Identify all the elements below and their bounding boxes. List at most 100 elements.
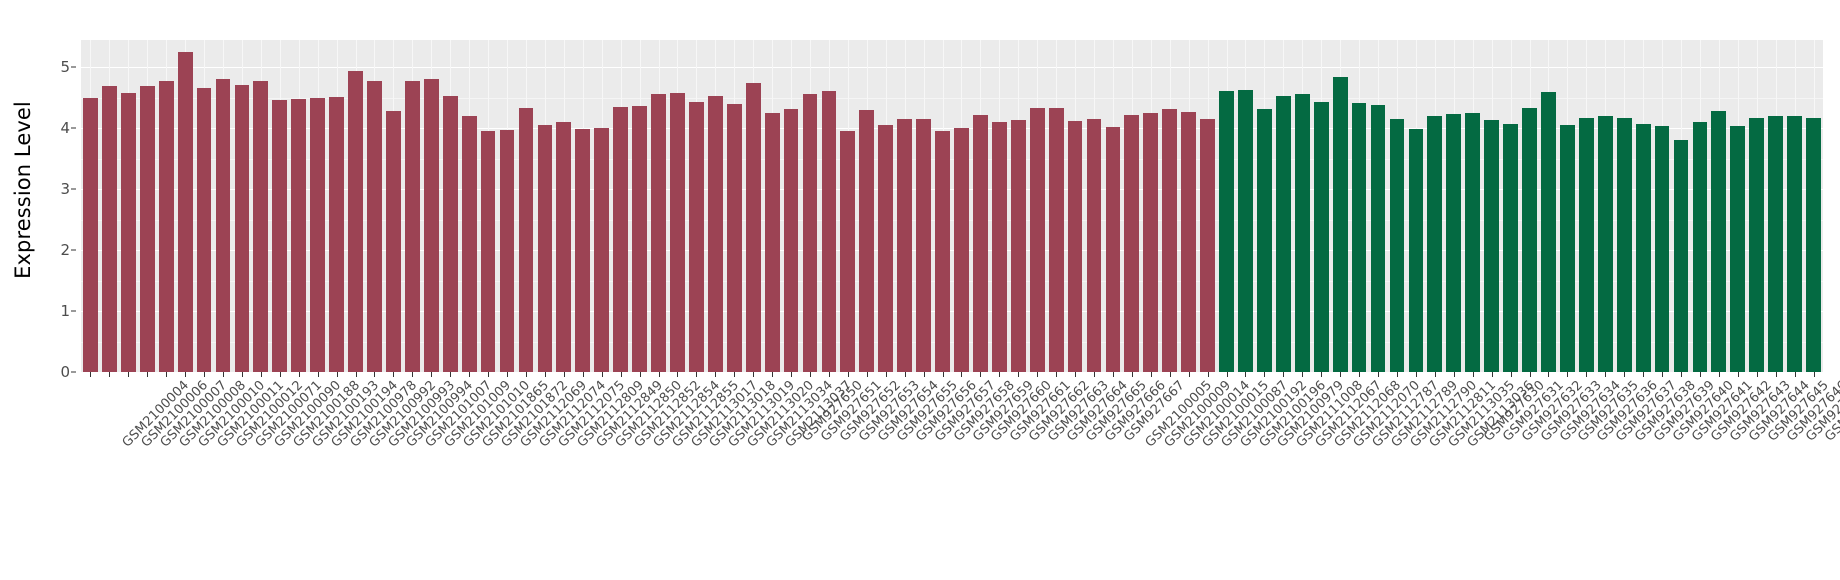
x-axis-tick-mark	[1586, 372, 1588, 377]
bar	[291, 99, 307, 372]
x-axis-tick-mark	[1624, 372, 1626, 377]
x-axis-tick-mark	[885, 372, 887, 377]
x-axis-tick-mark	[1680, 372, 1682, 377]
x-axis-tick-mark	[1434, 372, 1436, 377]
bar	[707, 96, 723, 372]
x-axis-tick-mark	[166, 372, 168, 377]
bar	[670, 93, 685, 372]
bar	[688, 101, 704, 372]
x-axis-tick-mark	[204, 372, 206, 377]
bar	[1806, 117, 1821, 372]
x-axis-tick-mark	[753, 372, 755, 377]
bar	[83, 97, 98, 372]
x-axis-tick-mark	[450, 372, 452, 377]
x-axis-tick-mark	[1453, 372, 1455, 377]
x-axis-tick-mark	[1340, 372, 1342, 377]
gridline-minor	[81, 158, 1823, 160]
bar	[1730, 125, 1746, 372]
x-axis-tick-mark	[791, 372, 793, 377]
x-axis-tick-mark	[696, 372, 698, 377]
bar	[329, 96, 344, 372]
y-axis-tick-mark	[71, 310, 76, 312]
x-axis-tick-mark	[1775, 372, 1777, 377]
x-axis-tick-mark	[431, 372, 433, 377]
bar	[726, 103, 742, 372]
bar	[916, 118, 931, 372]
x-axis-tick-mark	[1112, 372, 1114, 377]
x-axis-tick-mark	[1567, 372, 1569, 377]
x-axis-tick-mark	[866, 372, 868, 377]
bar	[196, 88, 212, 372]
bar	[404, 80, 420, 372]
x-axis-tick-mark	[563, 372, 565, 377]
bar	[1124, 114, 1140, 372]
bar	[973, 114, 988, 372]
x-axis-tick-mark	[128, 372, 130, 377]
x-axis-tick-mark	[904, 372, 906, 377]
bar	[632, 105, 647, 372]
y-axis: 0 1 2 3 4 5	[46, 40, 76, 381]
x-axis-tick-mark	[772, 372, 774, 377]
x-axis-tick-mark	[1226, 372, 1228, 377]
bar	[1200, 118, 1215, 372]
x-axis-tick-mark	[809, 372, 811, 377]
x-axis-tick-mark	[393, 372, 395, 377]
bar	[1654, 125, 1670, 372]
bar	[310, 98, 326, 372]
bar	[1541, 91, 1556, 372]
x-axis-tick-mark	[942, 372, 944, 377]
gridline-major	[81, 67, 1823, 69]
bar	[1787, 116, 1802, 372]
bar	[480, 130, 496, 372]
x-axis-tick-mark	[961, 372, 963, 377]
bar	[878, 124, 894, 372]
bar	[1086, 118, 1102, 372]
bar	[215, 79, 231, 372]
bar	[1465, 113, 1481, 372]
x-axis-tick-mark	[507, 372, 509, 377]
x-axis-tick-mark	[488, 372, 490, 377]
x-axis-tick-mark	[1794, 372, 1796, 377]
x-axis-tick-mark	[298, 372, 300, 377]
x-axis-tick-mark	[1396, 372, 1398, 377]
bar	[613, 107, 629, 372]
x-axis-tick-mark	[601, 372, 603, 377]
bar	[859, 110, 875, 372]
gridline-minor	[81, 97, 1823, 99]
x-axis-tick-mark	[525, 372, 527, 377]
x-axis-tick-mark	[1813, 372, 1815, 377]
bar	[1010, 120, 1026, 372]
x-axis-tick-mark	[1018, 372, 1020, 377]
y-axis-tick-label: 4	[60, 119, 70, 138]
x-axis-tick-mark	[469, 372, 471, 377]
x-axis-tick-mark	[1415, 372, 1417, 377]
bar	[253, 81, 269, 372]
bar	[120, 93, 136, 372]
x-axis-tick-mark	[355, 372, 357, 377]
plot-panel	[81, 40, 1823, 372]
x-axis-tick-mark	[1283, 372, 1285, 377]
bar	[1635, 124, 1651, 372]
x-axis-tick-mark	[847, 372, 849, 377]
x-axis-tick-mark	[923, 372, 925, 377]
x-axis-tick-mark	[734, 372, 736, 377]
bar	[423, 79, 439, 372]
bar	[1408, 128, 1424, 372]
bar	[1616, 117, 1632, 372]
y-axis-tick-label: 2	[60, 241, 70, 260]
bar	[1351, 103, 1367, 372]
x-axis-tick-mark	[582, 372, 584, 377]
x-axis-tick-marks	[81, 372, 1823, 378]
bar	[1559, 125, 1575, 372]
bar	[1673, 139, 1689, 372]
x-axis-tick-mark	[1699, 372, 1701, 377]
x-axis-tick-mark	[1529, 372, 1531, 377]
bar	[1768, 116, 1784, 372]
gridline-major	[81, 311, 1823, 313]
bar	[1294, 94, 1310, 372]
gridline-minor	[81, 219, 1823, 221]
x-axis-tick-mark	[1491, 372, 1493, 377]
bar	[139, 85, 155, 372]
x-axis-tick-mark	[336, 372, 338, 377]
